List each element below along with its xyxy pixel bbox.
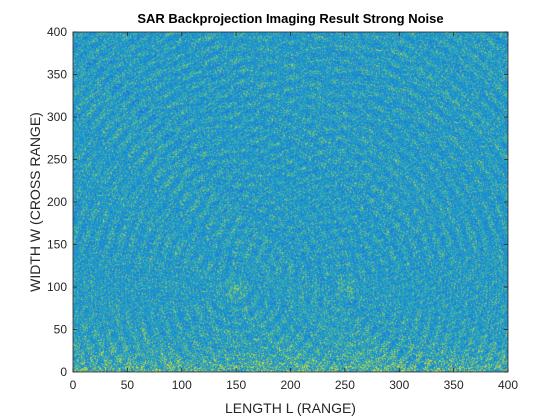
x-tick-label: 50 [121, 378, 135, 392]
y-axis: 0 50 100 150 200 250 300 350 400 [47, 25, 508, 379]
x-tick-label: 350 [444, 378, 464, 392]
x-tick-label: 0 [70, 378, 77, 392]
y-tick-label: 250 [47, 153, 67, 167]
x-tick-label: 200 [280, 378, 300, 392]
x-tick-label: 400 [498, 378, 518, 392]
y-tick-label: 0 [60, 365, 67, 379]
chart-title: SAR Backprojection Imaging Result Strong… [137, 11, 443, 26]
x-tick-label: 250 [335, 378, 355, 392]
y-axis-title: WIDTH W (CROSS RANGE) [27, 112, 43, 292]
x-axis: 0 50 100 150 200 250 300 350 400 [70, 32, 518, 392]
x-tick-label: 300 [389, 378, 409, 392]
y-tick-label: 400 [47, 25, 67, 39]
x-tick-label: 100 [172, 378, 192, 392]
heatmap-image [73, 32, 508, 372]
y-tick-label: 100 [47, 280, 67, 294]
y-tick-label: 50 [54, 323, 68, 337]
y-tick-label: 150 [47, 238, 67, 252]
y-tick-label: 200 [47, 195, 67, 209]
plot-area [72, 31, 509, 373]
y-tick-label: 300 [47, 110, 67, 124]
x-axis-title: LENGTH L (RANGE) [225, 400, 356, 416]
y-tick-label: 350 [47, 68, 67, 82]
x-tick-label: 150 [226, 378, 246, 392]
